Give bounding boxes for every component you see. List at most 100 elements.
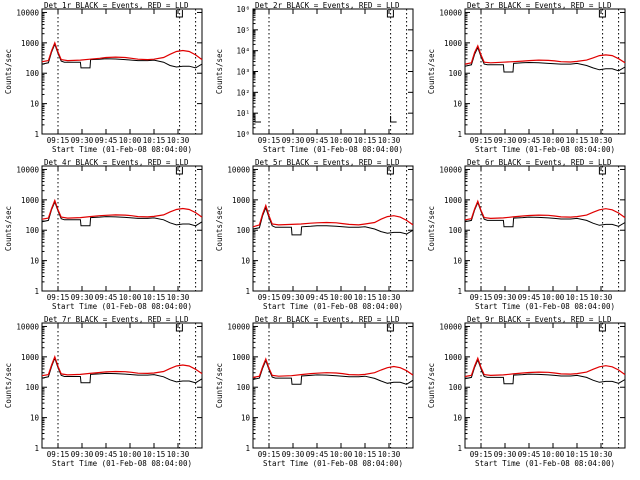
x-tick-label: 10:30 (378, 136, 401, 145)
events-series-line (252, 359, 414, 385)
y-tick-label: 1 (457, 444, 462, 453)
x-tick-label: 09:30 (494, 136, 517, 145)
x-tick-label: 10:15 (354, 136, 377, 145)
x-axis-title: Start Time (01-Feb-08 08:04:00) (475, 459, 615, 468)
y-axis-title: Counts/sec (4, 206, 13, 251)
x-tick-label: 10:00 (330, 450, 353, 459)
y-tick-label: 10⁰ (236, 130, 250, 139)
x-axis-title: Start Time (01-Feb-08 08:04:00) (52, 145, 192, 154)
y-tick-label: 10 (241, 257, 251, 266)
y-axis-title: Counts/sec (215, 49, 224, 94)
y-tick-label: 100 (25, 383, 39, 392)
events-series-line (41, 356, 203, 384)
x-tick-label: 10:30 (378, 293, 401, 302)
x-tick-label: 09:30 (71, 293, 94, 302)
x-tick-label: 10:00 (119, 450, 142, 459)
detector-panel: Det 9r BLACK = Events, RED = LLD 1 10 100 10… (427, 315, 626, 468)
y-tick-label: 10000 (439, 8, 462, 17)
x-tick-label: 09:30 (71, 136, 94, 145)
panel-title: Det 4r BLACK = Events, RED = LLD (44, 158, 189, 167)
x-axis-title: Start Time (01-Feb-08 08:04:00) (263, 145, 403, 154)
y-tick-label: 100 (448, 69, 462, 78)
time-bracket-marker (386, 10, 394, 18)
x-tick-label: 10:15 (143, 293, 166, 302)
x-tick-label: 09:30 (494, 293, 517, 302)
x-tick-label: 10:00 (542, 136, 565, 145)
x-tick-label: 10:30 (590, 136, 613, 145)
x-tick-label: 10:00 (330, 293, 353, 302)
x-axis-title: Start Time (01-Feb-08 08:04:00) (52, 459, 192, 468)
y-tick-label: 100 (448, 383, 462, 392)
x-tick-label: 09:15 (258, 136, 281, 145)
plot-frame (464, 8, 626, 135)
x-tick-label: 09:30 (494, 450, 517, 459)
y-tick-label: 10⁶ (236, 5, 250, 14)
y-tick-label: 100 (448, 226, 462, 235)
x-tick-label: 10:30 (378, 450, 401, 459)
x-tick-label: 09:15 (470, 450, 493, 459)
y-tick-label: 10000 (16, 322, 39, 331)
y-tick-label: 10 (453, 414, 463, 423)
y-tick-label: 1000 (444, 353, 463, 362)
x-tick-label: 10:15 (143, 450, 166, 459)
time-bracket-marker (598, 167, 606, 175)
y-tick-label: 10 (30, 257, 40, 266)
x-tick-label: 09:45 (95, 136, 118, 145)
y-tick-label: 1000 (444, 196, 463, 205)
y-tick-label: 1000 (21, 196, 40, 205)
x-tick-label: 09:30 (282, 293, 305, 302)
x-tick-label: 10:00 (542, 293, 565, 302)
time-bracket-marker (386, 167, 394, 175)
x-tick-label: 10:30 (167, 136, 190, 145)
events-series-line (464, 358, 626, 385)
y-tick-label: 10⁵ (236, 26, 250, 35)
x-axis-title: Start Time (01-Feb-08 08:04:00) (263, 459, 403, 468)
empty-data-marker (390, 116, 397, 123)
y-tick-label: 10¹ (236, 109, 250, 118)
x-tick-label: 09:15 (258, 450, 281, 459)
detector-panel: Det 1r BLACK = Events, RED = LLD 1 10 100 10… (4, 1, 203, 154)
x-tick-label: 09:15 (47, 450, 70, 459)
x-tick-label: 09:15 (47, 136, 70, 145)
lld-series-line (252, 203, 414, 228)
y-tick-label: 10000 (227, 322, 250, 331)
x-tick-label: 10:30 (590, 293, 613, 302)
y-tick-label: 100 (236, 383, 250, 392)
y-tick-label: 10 (30, 100, 40, 109)
time-bracket-marker (175, 10, 183, 18)
y-tick-label: 100 (25, 69, 39, 78)
y-tick-label: 1000 (232, 196, 251, 205)
y-tick-label: 10000 (16, 8, 39, 17)
empty-data-marker (254, 116, 261, 123)
events-series-line (252, 206, 414, 236)
y-tick-label: 1000 (21, 353, 40, 362)
x-tick-label: 09:30 (282, 136, 305, 145)
x-tick-label: 09:45 (306, 450, 329, 459)
x-tick-label: 09:45 (306, 293, 329, 302)
y-tick-label: 10000 (227, 165, 250, 174)
y-tick-label: 10 (453, 257, 463, 266)
x-tick-label: 10:15 (566, 293, 589, 302)
x-tick-label: 09:30 (71, 450, 94, 459)
time-bracket-marker (598, 324, 606, 332)
y-tick-label: 100 (25, 226, 39, 235)
y-tick-label: 1 (245, 287, 250, 296)
plot-frame (464, 165, 626, 292)
events-series-line (41, 200, 203, 227)
y-tick-label: 1 (34, 444, 39, 453)
y-tick-label: 100 (236, 226, 250, 235)
detector-panel: Det 8r BLACK = Events, RED = LLD 1 10 100 10… (215, 315, 414, 468)
lld-series-line (41, 355, 203, 377)
x-tick-label: 10:30 (167, 293, 190, 302)
x-tick-label: 09:30 (282, 450, 305, 459)
x-tick-label: 09:15 (470, 136, 493, 145)
detector-panel: Det 3r BLACK = Events, RED = LLD 1 10 100 10… (427, 1, 626, 154)
y-tick-label: 10⁴ (236, 47, 250, 56)
x-axis-title: Start Time (01-Feb-08 08:04:00) (475, 145, 615, 154)
y-axis-title: Counts/sec (427, 363, 436, 408)
lld-series-line (464, 44, 626, 65)
y-tick-label: 1 (245, 444, 250, 453)
detector-panel: Det 2r BLACK = Events, RED = LLD 10⁰ 10¹ 10… (215, 1, 414, 154)
y-axis-title: Counts/sec (4, 49, 13, 94)
